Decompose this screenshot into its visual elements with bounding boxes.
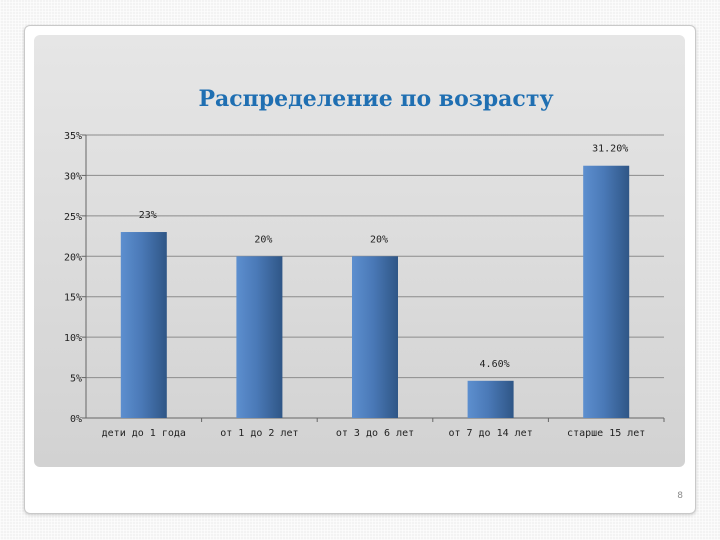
data-label: 20% [370, 234, 388, 245]
chart-title: Распределение по возрасту [198, 86, 553, 112]
labels: 0% 5% 10% 15% 20% 25% 30% 35% дети до 1 года 23% о… [64, 131, 645, 439]
x-category-label: от 7 до 14 лет [448, 428, 532, 439]
data-label: 31.20% [592, 144, 628, 155]
y-tick-label: 20% [64, 252, 82, 263]
data-label: 4.60% [480, 359, 510, 370]
bar [236, 256, 283, 418]
y-tick-label: 30% [64, 171, 82, 182]
bars [120, 165, 630, 418]
x-category-label: от 3 до 6 лет [336, 428, 414, 439]
bar [583, 165, 630, 418]
y-tick-label: 25% [64, 212, 82, 223]
page-number: 8 [677, 491, 683, 501]
x-category-label: от 1 до 2 лет [220, 428, 298, 439]
data-label: 20% [254, 234, 272, 245]
data-label: 23% [139, 210, 157, 221]
bar [467, 380, 514, 418]
y-tick-label: 5% [70, 374, 82, 385]
bar [352, 256, 398, 418]
bar [120, 232, 167, 418]
y-tick-label: 10% [64, 333, 82, 344]
x-category-label: старше 15 лет [567, 428, 645, 439]
y-tick-label: 15% [64, 293, 82, 304]
x-category-label: дети до 1 года [102, 428, 186, 439]
y-tick-label: 0% [70, 414, 82, 425]
y-tick-label: 35% [64, 131, 82, 142]
